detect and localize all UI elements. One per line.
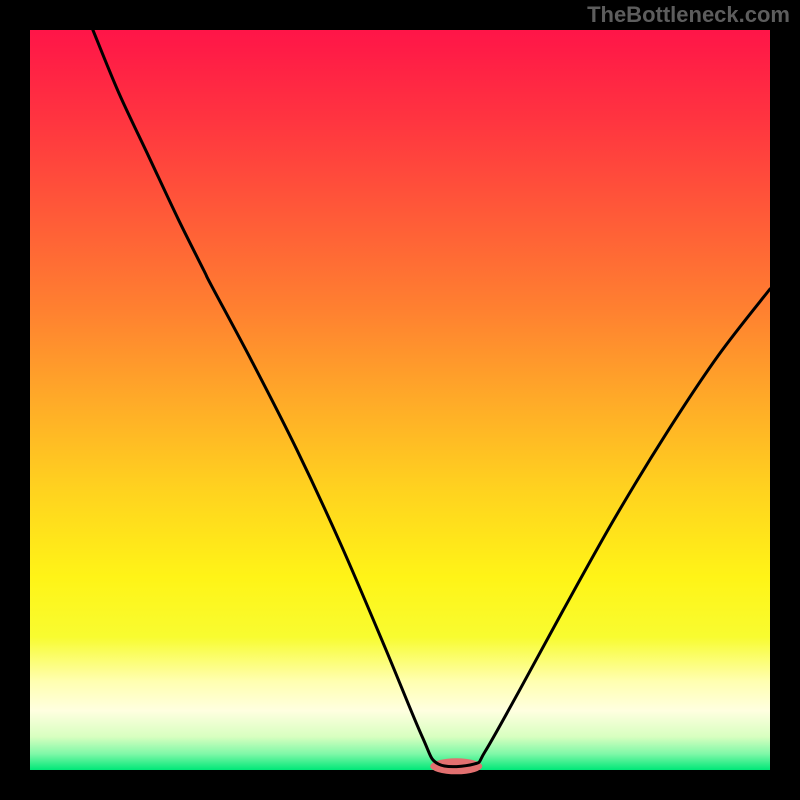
bottleneck-chart	[0, 0, 800, 800]
watermark-text: TheBottleneck.com	[587, 2, 790, 28]
chart-container: TheBottleneck.com	[0, 0, 800, 800]
